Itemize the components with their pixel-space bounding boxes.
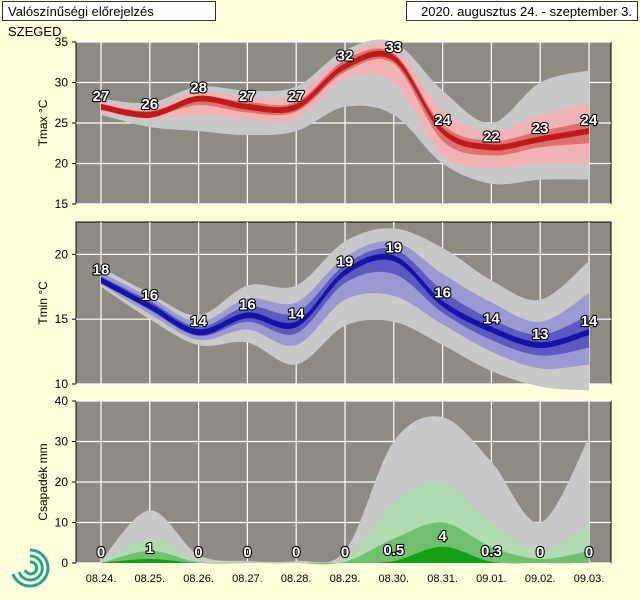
y-tick-label: 35 [55, 35, 69, 49]
y-axis-label: Tmin °C [36, 281, 50, 325]
y-tick-label: 10 [55, 516, 69, 530]
band-inner [101, 48, 589, 156]
median-band [101, 50, 589, 151]
data-label: 0 [97, 544, 105, 561]
data-label: 27 [93, 88, 110, 105]
data-label: 32 [337, 47, 354, 64]
x-tick-label: 09.01. [476, 573, 507, 585]
data-label: 24 [434, 112, 451, 129]
x-tick-label: 08.25. [135, 573, 166, 585]
x-tick-label: 08.27. [232, 573, 263, 585]
y-tick-label: 20 [55, 475, 69, 489]
x-tick-label: 08.31. [427, 573, 458, 585]
x-tick-label: 08.29. [330, 573, 361, 585]
data-label: 19 [385, 239, 402, 256]
median-band [101, 253, 589, 349]
band-inner [101, 248, 589, 356]
y-tick-label: 30 [55, 76, 69, 90]
data-label: 19 [337, 254, 354, 271]
band-mid [101, 43, 589, 168]
data-label: 18 [93, 261, 110, 278]
data-label: 33 [385, 39, 402, 56]
data-label: 16 [239, 296, 256, 313]
data-label: 0.5 [383, 542, 404, 559]
data-label: 26 [141, 96, 158, 113]
data-label: 14 [190, 313, 207, 330]
data-label: 27 [288, 88, 305, 105]
x-tick-label: 09.03. [574, 573, 605, 585]
chart-title: Valószínűségi előrejelzés SZEGED [2, 1, 216, 39]
data-label: 16 [434, 285, 451, 302]
forecast-period: 2020. augusztus 24. - szeptember 3. [406, 1, 638, 21]
y-tick-label: 20 [55, 157, 69, 171]
band-outer [101, 228, 589, 391]
y-tick-label: 10 [55, 377, 69, 391]
data-label: 4 [438, 528, 447, 545]
data-label: 24 [581, 112, 598, 129]
median-area [101, 546, 589, 564]
data-label: 27 [239, 88, 256, 105]
x-tick-label: 08.26. [183, 573, 214, 585]
data-label: 22 [483, 128, 500, 145]
data-label: 0 [536, 544, 544, 561]
panel-1: 15 20 25 30 35 27 26 28 27 27 32 33 24 22 23 24 Tmax °C [36, 35, 612, 211]
data-label: 23 [532, 120, 549, 137]
x-tick-label: 08.24. [86, 573, 117, 585]
y-tick-label: 0 [61, 556, 68, 570]
band-mid [101, 240, 589, 369]
data-label: 14 [483, 311, 500, 328]
x-tick-label: 08.30. [379, 573, 410, 585]
data-label: 14 [581, 313, 598, 330]
data-label: 0 [292, 544, 300, 561]
data-label: 0 [194, 544, 202, 561]
y-tick-label: 15 [55, 312, 69, 326]
y-tick-label: 25 [55, 116, 69, 130]
y-axis-label: Tmax °C [36, 99, 50, 146]
x-tick-label: 08.28. [281, 573, 312, 585]
data-label: 16 [141, 287, 158, 304]
data-label: 0 [341, 544, 349, 561]
y-tick-label: 20 [55, 247, 69, 261]
y-tick-label: 15 [55, 197, 69, 211]
data-label: 0.3 [481, 543, 502, 560]
data-label: 0 [585, 544, 593, 561]
x-tick-label: 09.02. [525, 573, 556, 585]
y-tick-label: 40 [55, 394, 69, 408]
y-tick-label: 30 [55, 435, 69, 449]
logo-icon [11, 548, 50, 588]
data-label: 28 [190, 80, 207, 97]
panel-2: 10 15 20 18 16 14 16 14 19 19 16 14 13 14 Tmin °C [36, 221, 612, 391]
data-label: 0 [243, 544, 251, 561]
data-label: 13 [532, 326, 549, 343]
data-label: 1 [146, 540, 154, 557]
data-label: 14 [288, 305, 305, 322]
y-axis-label: Csapadék mm [36, 443, 50, 520]
